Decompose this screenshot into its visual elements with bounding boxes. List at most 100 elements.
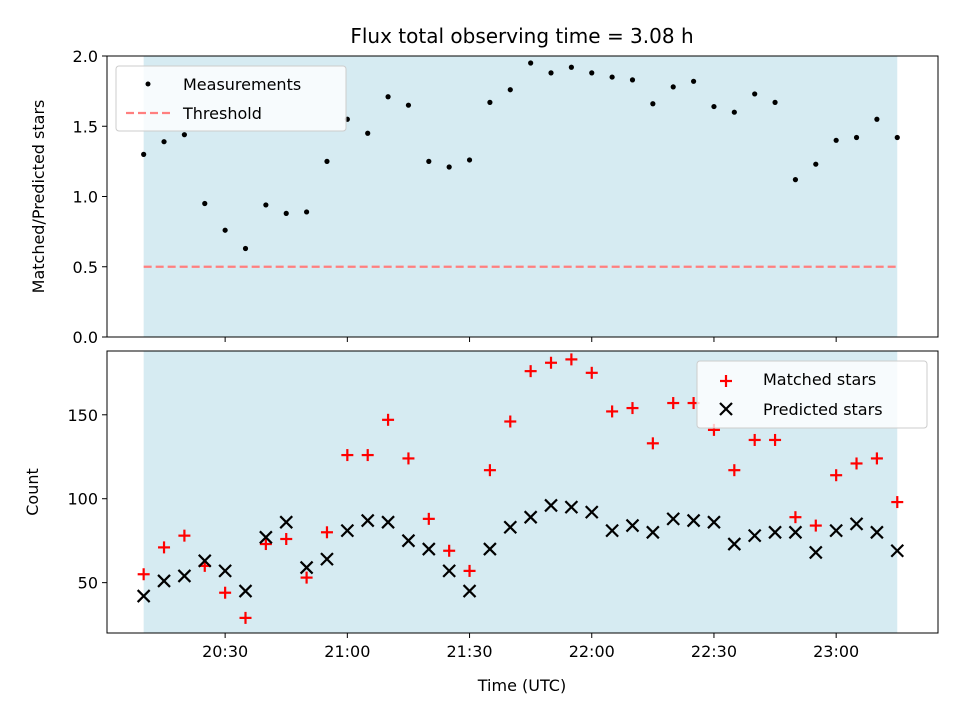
predicted-star-point xyxy=(238,584,253,598)
bottom-panel-frame xyxy=(106,350,939,634)
predicted-star-point xyxy=(727,537,742,551)
x-axis-label: Time (UTC) xyxy=(477,676,566,695)
bottom-legend: Matched stars Predicted stars xyxy=(696,360,928,429)
predicted-marker-b xyxy=(360,513,375,528)
measurement-point xyxy=(813,161,819,167)
matched-star-point xyxy=(606,405,619,418)
predicted-star-point xyxy=(666,512,680,526)
measurement-point xyxy=(283,210,289,216)
measurement-point xyxy=(731,109,737,115)
matched-star-point xyxy=(646,437,659,450)
predicted-marker-b xyxy=(646,525,660,540)
matched-star-point xyxy=(891,496,904,509)
measurement-point xyxy=(528,60,534,66)
predicted-marker-b xyxy=(422,542,436,556)
top-legend-box xyxy=(115,65,347,132)
top-x-ticks xyxy=(224,337,837,342)
measurement-point xyxy=(446,164,452,170)
matched-star-point xyxy=(565,353,578,366)
legend-matched-marker xyxy=(720,375,732,387)
measurement-point xyxy=(385,94,391,100)
count-points xyxy=(136,353,905,624)
predicted-star-point xyxy=(747,528,762,543)
predicted-marker-b xyxy=(564,500,579,514)
predicted-marker-b xyxy=(768,525,782,540)
predicted-star-point xyxy=(259,530,273,545)
predicted-star-point xyxy=(157,574,171,588)
matched-star-point xyxy=(809,519,822,532)
matched-star-point xyxy=(748,433,761,446)
predicted-star-point xyxy=(829,523,843,538)
measurement-point xyxy=(711,103,717,110)
matched-star-point xyxy=(300,571,313,584)
predicted-marker-b xyxy=(605,523,619,538)
measurement-point xyxy=(874,116,880,122)
predicted-star-point xyxy=(483,542,497,556)
predicted-marker-b xyxy=(340,523,355,538)
bottom-y-tick-label: 150 xyxy=(67,406,98,425)
predicted-star-point xyxy=(890,543,905,558)
matched-star-point xyxy=(728,464,741,477)
matched-star-point xyxy=(178,529,191,542)
predicted-marker-b xyxy=(299,560,314,575)
matched-star-point xyxy=(259,538,272,551)
legend-measurements-label: Measurements xyxy=(183,75,301,94)
legend-matched-label: Matched stars xyxy=(763,370,876,389)
bottom-y-axis: 50 100 150 xyxy=(67,406,107,593)
top-y-tick-label: 0.0 xyxy=(73,328,98,347)
predicted-star-point xyxy=(584,505,599,519)
matched-star-point xyxy=(320,526,333,539)
predicted-marker-b xyxy=(177,569,192,583)
predicted-star-point xyxy=(197,554,212,568)
matched-star-point xyxy=(850,457,863,470)
matched-star-point xyxy=(483,464,496,477)
measurement-point xyxy=(202,200,208,207)
predicted-star-point xyxy=(523,510,538,524)
predicted-marker-b xyxy=(259,530,273,545)
measurement-point xyxy=(365,130,371,136)
bottom-y-tick-label: 50 xyxy=(78,574,98,593)
bottom-x-axis: 20:30 21:00 21:30 22:00 22:30 23:00 xyxy=(202,633,859,661)
matched-star-point xyxy=(280,533,293,545)
bottom-y-axis-label: Count xyxy=(23,468,42,516)
measurement-points xyxy=(141,60,900,252)
predicted-star-point xyxy=(870,525,884,540)
measurement-point xyxy=(772,99,778,105)
measurement-point xyxy=(426,158,432,164)
predicted-marker-b xyxy=(686,513,701,528)
predicted-marker-b xyxy=(320,552,334,566)
predicted-marker-b xyxy=(381,515,395,529)
matched-star-point xyxy=(158,541,171,554)
predicted-marker-b xyxy=(584,505,599,519)
predicted-marker-b xyxy=(503,520,518,535)
predicted-marker-b xyxy=(218,564,232,578)
matched-star-point xyxy=(504,415,517,428)
measurement-point xyxy=(324,158,330,164)
predicted-star-point xyxy=(442,564,456,578)
predicted-star-point xyxy=(503,520,518,535)
bottom-legend-box xyxy=(696,360,928,429)
matched-star-point xyxy=(463,564,476,577)
predicted-marker-b xyxy=(544,498,558,513)
predicted-marker-b xyxy=(788,525,803,540)
measurement-point xyxy=(548,70,554,76)
x-tick-label: 21:00 xyxy=(324,642,370,661)
predicted-marker-b xyxy=(707,515,721,529)
measurement-point xyxy=(181,132,187,138)
top-panel-frame xyxy=(106,55,939,338)
predicted-marker-b xyxy=(462,584,477,598)
measurement-point xyxy=(853,134,860,141)
predicted-star-point xyxy=(788,525,803,540)
predicted-marker-b xyxy=(483,542,497,556)
predicted-star-point xyxy=(320,552,334,566)
predicted-star-point xyxy=(401,533,416,548)
predicted-star-point xyxy=(564,500,579,514)
predicted-star-point xyxy=(646,525,660,540)
measurement-point xyxy=(650,101,656,107)
predicted-marker-b xyxy=(625,518,640,533)
predicted-marker-b xyxy=(849,517,864,531)
x-tick-label: 21:30 xyxy=(446,642,492,661)
predicted-star-point xyxy=(544,498,558,513)
